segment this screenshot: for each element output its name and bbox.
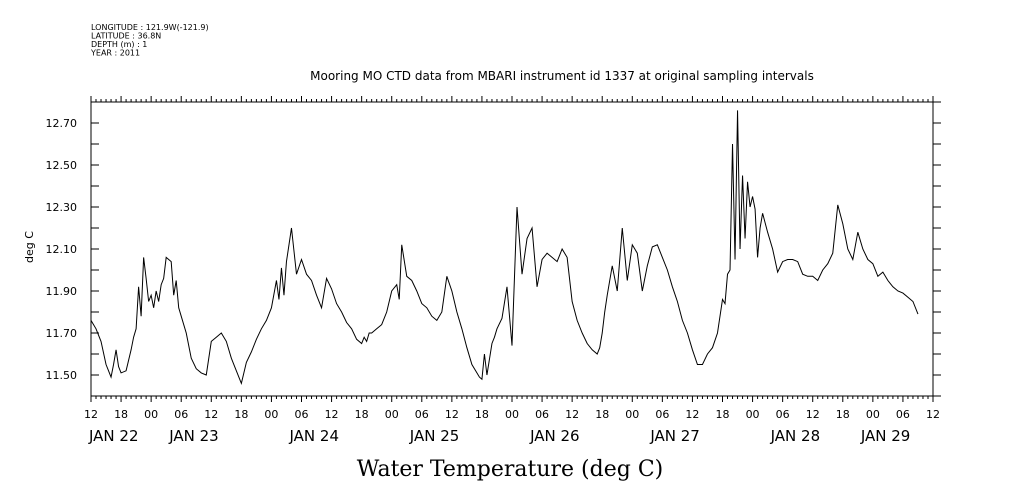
y-axis-label: deg C	[23, 231, 36, 263]
y-tick-label: 11.50	[46, 369, 78, 382]
y-tick-label: 11.90	[46, 285, 78, 298]
x-tick-label: 00	[746, 408, 760, 421]
x-tick-labels: 12 18 00 06 12 18 00 06 12 18 00 06 12 18 00 06 12 18 00 06…	[84, 408, 940, 421]
x-day-label: JAN 22	[88, 427, 139, 445]
x-tick-label: 06	[896, 408, 910, 421]
x-day-label: JAN 25	[409, 427, 460, 445]
y-tick-label: 12.50	[46, 159, 78, 172]
x-tick-label: 12	[445, 408, 459, 421]
plot-frame	[90, 101, 934, 397]
x-tick-label: 12	[325, 408, 339, 421]
x-tick-label: 06	[174, 408, 188, 421]
x-tick-label: 18	[475, 408, 489, 421]
x-day-label: JAN 26	[529, 427, 580, 445]
x-tick-label: 06	[535, 408, 549, 421]
x-tick-label: 12	[204, 408, 218, 421]
x-tick-label: 00	[385, 408, 399, 421]
y-tick-label: 11.70	[46, 327, 78, 340]
metadata-block: LONGITUDE : 121.9W(-121.9)LATITUDE : 36.…	[90, 23, 209, 58]
metadata-line: DEPTH (m) : 1	[91, 40, 147, 49]
x-tick-label: 12	[685, 408, 699, 421]
x-tick-label: 12	[806, 408, 820, 421]
y-tick-label: 12.10	[46, 243, 78, 256]
x-tick-label: 00	[625, 408, 639, 421]
x-tick-label: 12	[926, 408, 940, 421]
metadata-line: YEAR : 2011	[90, 49, 140, 58]
metadata-line: LATITUDE : 36.8N	[91, 32, 161, 41]
y-tick-label: 12.30	[46, 201, 78, 214]
series-line-water-temperature	[90, 110, 919, 386]
x-day-labels: JAN 22 JAN 23 JAN 24 JAN 25 JAN 26 JAN 27 JAN …	[88, 427, 910, 445]
x-tick-label: 18	[234, 408, 248, 421]
x-tick-label: 00	[144, 408, 158, 421]
x-tick-label: 18	[716, 408, 730, 421]
x-axis-label: Water Temperature (deg C)	[357, 457, 664, 482]
x-day-label: JAN 27	[649, 427, 700, 445]
x-tick-label: 00	[505, 408, 519, 421]
x-day-label: JAN 29	[860, 427, 911, 445]
x-day-label: JAN 28	[770, 427, 821, 445]
x-tick-label: 18	[836, 408, 850, 421]
x-tick-label: 06	[655, 408, 669, 421]
y-tick-label: 12.70	[46, 117, 78, 130]
x-tick-label: 12	[565, 408, 579, 421]
x-tick-label: 06	[295, 408, 309, 421]
x-tick-label: 06	[776, 408, 790, 421]
axis-ticks	[90, 96, 941, 402]
x-tick-label: 18	[355, 408, 369, 421]
x-tick-label: 18	[595, 408, 609, 421]
x-tick-label: 12	[84, 408, 98, 421]
metadata-line: LONGITUDE : 121.9W(-121.9)	[91, 23, 209, 32]
x-tick-label: 00	[866, 408, 880, 421]
x-day-label: JAN 23	[168, 427, 219, 445]
y-tick-labels: 11.50 11.70 11.90 12.10 12.30 12.50 12.70	[46, 117, 78, 382]
x-tick-label: 00	[264, 408, 278, 421]
x-tick-label: 18	[114, 408, 128, 421]
x-day-label: JAN 24	[289, 427, 340, 445]
chart-title: Mooring MO CTD data from MBARI instrumen…	[310, 69, 814, 83]
x-tick-label: 06	[415, 408, 429, 421]
